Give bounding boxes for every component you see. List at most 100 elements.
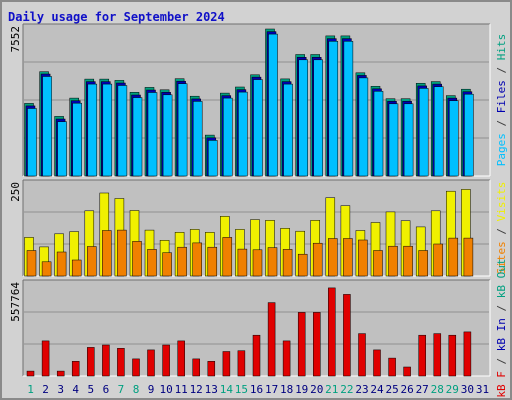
bar-pages-day-23 <box>358 77 369 177</box>
bar-kb-f-day-25 <box>388 357 396 377</box>
bar-sites-day-17 <box>267 247 278 277</box>
bar-kb-f-day-24 <box>373 349 381 377</box>
legend-label-group-2: Sites / Visits <box>495 182 508 275</box>
legend-label-files: Files <box>495 80 508 113</box>
bar-kb-f-day-14 <box>222 351 231 377</box>
bar-sites-day-27 <box>418 250 428 277</box>
day-label-20: 20 <box>310 383 323 396</box>
bar-sites-day-26 <box>403 245 413 277</box>
legend-label-kb-out: kB Out <box>495 258 508 298</box>
bar-sites-day-19 <box>297 253 308 277</box>
day-label-16: 16 <box>250 383 263 396</box>
bar-pages-day-16 <box>253 79 263 177</box>
day-label-30: 30 <box>461 383 474 396</box>
bar-sites-day-6 <box>102 230 112 277</box>
bar-pages-day-6 <box>102 83 113 177</box>
bar-kb-f-day-17 <box>267 302 276 377</box>
bar-pages-day-8 <box>132 97 143 177</box>
bar-kb-f-day-12 <box>192 358 200 377</box>
bar-pages-day-24 <box>373 91 384 177</box>
bar-pages-day-3 <box>57 121 67 177</box>
legend-label-separator: / <box>495 113 508 133</box>
bar-pages-day-4 <box>72 102 82 177</box>
day-label-9: 9 <box>148 383 155 396</box>
bar-pages-day-14 <box>223 97 233 177</box>
bar-sites-day-15 <box>237 248 248 277</box>
bar-kb-f-day-23 <box>358 333 366 377</box>
day-label-12: 12 <box>190 383 203 396</box>
bar-pages-day-25 <box>388 103 399 177</box>
bar-kb-f-day-5 <box>87 347 95 377</box>
day-label-1: 1 <box>27 383 34 396</box>
day-label-21: 21 <box>325 383 338 396</box>
bar-kb-f-day-18 <box>282 340 291 377</box>
bar-pages-day-2 <box>42 76 52 177</box>
day-label-27: 27 <box>416 383 429 396</box>
bar-sites-day-7 <box>117 229 127 277</box>
bar-pages-day-28 <box>433 86 444 177</box>
chart-title: Daily usage for September 2024 <box>8 10 225 24</box>
bar-sites-day-4 <box>71 259 82 277</box>
bar-pages-day-10 <box>162 94 173 177</box>
bar-sites-day-13 <box>207 246 218 277</box>
day-label-29: 29 <box>446 383 459 396</box>
legend-label-kb-f: kB F <box>495 371 508 398</box>
day-label-25: 25 <box>385 383 398 396</box>
bar-sites-day-25 <box>388 245 398 277</box>
bar-kb-f-day-13 <box>207 361 216 377</box>
bar-pages-day-30 <box>464 93 474 177</box>
legend-label-separator: / <box>495 351 508 371</box>
bar-sites-day-11 <box>177 246 187 277</box>
bar-kb-f-day-30 <box>463 331 472 377</box>
bar-pages-day-11 <box>177 83 188 177</box>
bar-sites-day-21 <box>328 238 338 277</box>
bar-pages-day-1 <box>27 108 37 177</box>
bar-sites-day-3 <box>56 251 67 277</box>
bar-sites-day-20 <box>312 242 323 277</box>
bar-pages-day-9 <box>147 92 158 177</box>
day-label-3: 3 <box>57 383 64 396</box>
bar-sites-day-24 <box>373 250 383 277</box>
bar-pages-day-19 <box>298 59 308 177</box>
bar-kb-f-day-9 <box>147 349 155 377</box>
day-label-10: 10 <box>159 383 172 396</box>
bar-kb-f-day-1 <box>26 370 35 377</box>
bar-kb-f-day-4 <box>71 361 80 377</box>
day-label-22: 22 <box>340 383 353 396</box>
bar-kb-f-day-15 <box>237 350 246 377</box>
bar-pages-day-20 <box>313 59 323 177</box>
bar-kb-f-day-21 <box>328 287 336 377</box>
bar-pages-day-22 <box>343 41 354 177</box>
bar-pages-day-7 <box>117 85 128 177</box>
day-label-8: 8 <box>133 383 140 396</box>
bar-kb-f-day-20 <box>313 312 321 377</box>
bar-sites-day-8 <box>132 241 142 277</box>
day-label-4: 4 <box>72 383 79 396</box>
panel-top: 7552 <box>9 23 491 177</box>
bar-sites-day-18 <box>282 249 293 277</box>
bar-kb-f-day-27 <box>418 334 426 377</box>
panel-middle: 250 <box>9 179 491 277</box>
day-label-26: 26 <box>400 383 413 396</box>
day-label-2: 2 <box>42 383 49 396</box>
bar-kb-f-day-6 <box>102 344 110 377</box>
day-label-14: 14 <box>220 383 234 396</box>
legend-label-kb-in: kB In <box>495 318 508 351</box>
day-label-19: 19 <box>295 383 308 396</box>
bar-kb-f-day-26 <box>403 366 411 377</box>
bar-pages-day-27 <box>418 88 429 177</box>
bar-sites-day-28 <box>433 243 443 277</box>
day-label-18: 18 <box>280 383 293 396</box>
legend-label-separator: / <box>495 60 508 80</box>
y-axis-max-label: 7552 <box>9 26 22 53</box>
bar-pages-day-17 <box>268 33 278 177</box>
bar-kb-f-day-10 <box>162 344 170 377</box>
bar-pages-day-26 <box>403 103 414 177</box>
y-axis-max-label: 557764 <box>9 282 22 322</box>
day-label-28: 28 <box>431 383 444 396</box>
day-label-23: 23 <box>355 383 368 396</box>
bar-sites-day-10 <box>162 252 172 277</box>
bar-sites-day-23 <box>358 239 368 277</box>
bar-sites-day-9 <box>147 249 157 277</box>
